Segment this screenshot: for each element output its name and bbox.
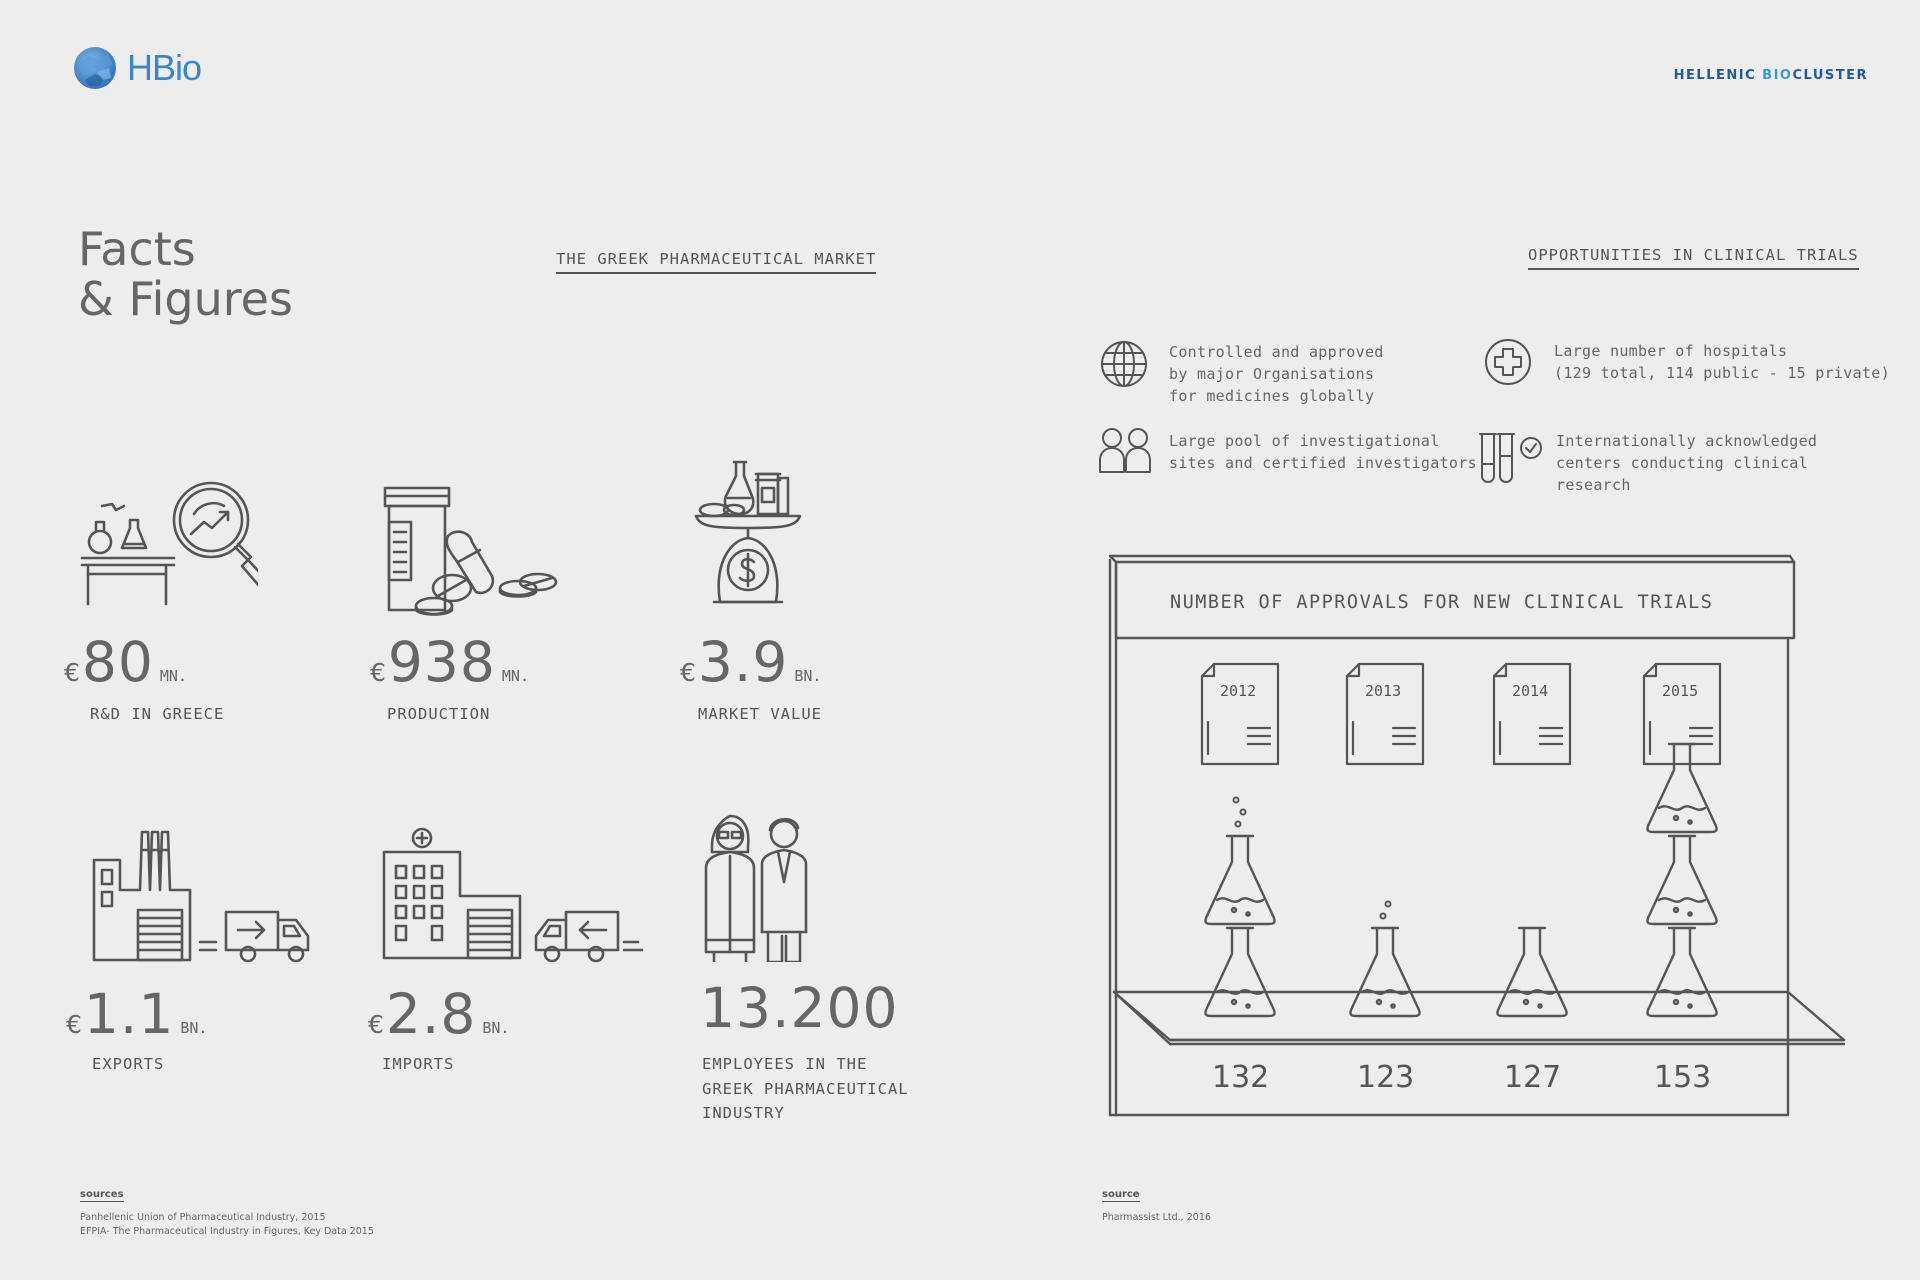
sources-right: source Pharmassist Ltd., 2016 bbox=[1102, 1182, 1211, 1225]
year-label-2012: 2012 bbox=[1220, 682, 1257, 700]
source-line: Panhellenic Union of Pharmaceutical Indu… bbox=[80, 1212, 326, 1223]
sources-left: sources Panhellenic Union of Pharmaceuti… bbox=[80, 1182, 374, 1239]
approval-count-2012: 132 bbox=[1212, 1060, 1270, 1095]
source-line: Pharmassist Ltd., 2016 bbox=[1102, 1212, 1211, 1223]
chart-title: NUMBER OF APPROVALS FOR NEW CLINICAL TRI… bbox=[1170, 592, 1714, 613]
opportunity-text-4: Internationally acknowledged centers con… bbox=[1556, 432, 1818, 494]
clinical-trials-board bbox=[1108, 554, 1846, 1117]
stat-imports-label: IMPORTS bbox=[382, 1055, 455, 1073]
flask-mark-2015-3 bbox=[1646, 742, 1718, 834]
people-icon bbox=[1099, 428, 1151, 473]
year-document-2014 bbox=[1492, 662, 1572, 766]
clinical-section-title: OPPORTUNITIES IN CLINICAL TRIALS bbox=[1528, 246, 1859, 270]
logo-text: HBio bbox=[127, 47, 202, 88]
year-label-2014: 2014 bbox=[1512, 682, 1549, 700]
stat-rnd-value: 80 bbox=[81, 630, 154, 694]
hospital-cross-icon bbox=[1485, 339, 1531, 385]
approval-count-2013: 123 bbox=[1357, 1060, 1415, 1095]
stat-employees-label: EMPLOYEES IN THE GREEK PHARMACEUTICAL IN… bbox=[702, 1055, 909, 1122]
flask-mark-2015-2 bbox=[1646, 834, 1718, 926]
stat-production: € 938 MN. bbox=[370, 630, 529, 694]
stat-imports: € 2.8 BN. bbox=[368, 982, 510, 1046]
logo-globe-icon bbox=[74, 47, 116, 89]
stat-production-label: PRODUCTION bbox=[387, 705, 491, 723]
year-document-2013 bbox=[1345, 662, 1425, 766]
stat-exports: € 1.1 BN. bbox=[66, 982, 208, 1046]
stat-rnd: € 80 MN. bbox=[64, 630, 187, 694]
source-line: EFPIA- The Pharmaceutical Industry in Fi… bbox=[80, 1226, 374, 1237]
doctors-icon bbox=[704, 814, 808, 962]
opportunity-text-3: Large pool of investigational sites and … bbox=[1169, 432, 1477, 472]
factory-truck-icon bbox=[92, 830, 310, 963]
brand-name: HELLENIC BIOCLUSTER bbox=[1673, 68, 1868, 83]
approval-count-2014: 127 bbox=[1504, 1060, 1562, 1095]
stat-market-value-value: 3.9 bbox=[697, 630, 789, 694]
year-document-2015 bbox=[1642, 662, 1722, 766]
stat-imports-value: 2.8 bbox=[385, 982, 477, 1046]
bubbles-mark-2012 bbox=[1232, 796, 1247, 828]
year-label-2013: 2013 bbox=[1365, 682, 1402, 700]
stat-production-value: 938 bbox=[387, 630, 496, 694]
research-magnifier-icon bbox=[80, 481, 258, 606]
stat-market-value: € 3.9 BN. bbox=[680, 630, 822, 694]
bubbles-mark-2013 bbox=[1379, 900, 1392, 920]
flask-mark-2012-1 bbox=[1204, 926, 1276, 1018]
stat-exports-value: 1.1 bbox=[83, 982, 175, 1046]
sources-heading: sources bbox=[80, 1189, 124, 1202]
stat-employees: 13.200 bbox=[700, 976, 898, 1040]
opportunity-text-1: Controlled and approved by major Organis… bbox=[1169, 343, 1384, 405]
stat-exports-label: EXPORTS bbox=[92, 1055, 165, 1073]
stat-employees-value: 13.200 bbox=[700, 976, 899, 1040]
money-scale-icon bbox=[694, 460, 802, 604]
source-heading: source bbox=[1102, 1189, 1140, 1202]
pills-bottle-icon bbox=[383, 486, 558, 616]
test-tubes-check-icon bbox=[1479, 433, 1542, 483]
year-label-2015: 2015 bbox=[1662, 682, 1699, 700]
logo[interactable]: HBio bbox=[73, 46, 202, 90]
approval-count-2015: 153 bbox=[1654, 1060, 1712, 1095]
flask-mark-2012-2 bbox=[1204, 834, 1276, 926]
page-title: Facts & Figures bbox=[78, 222, 293, 326]
year-document-2012 bbox=[1200, 662, 1280, 766]
flask-mark-2013-1 bbox=[1349, 926, 1421, 1018]
stat-rnd-label: R&D IN GREECE bbox=[90, 705, 225, 723]
stat-market-value-label: MARKET VALUE bbox=[698, 705, 822, 723]
market-section-title: THE GREEK PHARMACEUTICAL MARKET bbox=[556, 250, 877, 274]
hospital-truck-icon bbox=[382, 827, 644, 963]
opportunity-text-2: Large number of hospitals (129 total, 11… bbox=[1554, 342, 1890, 382]
globe-icon bbox=[1101, 341, 1147, 387]
flask-mark-2014-1 bbox=[1496, 926, 1568, 1018]
flask-mark-2015-1 bbox=[1646, 926, 1718, 1018]
